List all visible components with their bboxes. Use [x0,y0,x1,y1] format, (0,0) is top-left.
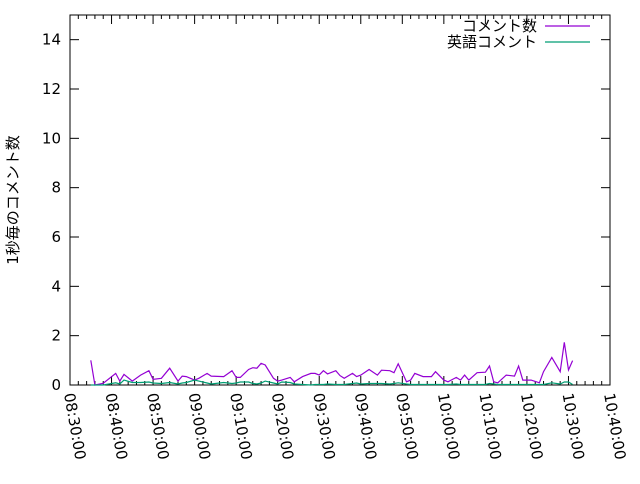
x-tick-label: 10:40:00 [600,392,629,461]
x-tick-label: 09:30:00 [309,392,338,461]
x-tick-label: 08:30:00 [60,392,89,461]
x-tick-label: 09:20:00 [268,392,297,461]
y-tick-label: 14 [42,31,61,49]
x-tick-label: 08:40:00 [102,392,131,461]
y-tick-label: 6 [51,228,61,246]
legend-label: コメント数 [462,17,537,35]
y-axis-label: 1秒毎のコメント数 [4,135,22,265]
y-tick-label: 12 [42,80,61,98]
x-tick-label: 09:40:00 [351,392,380,461]
x-tick-label: 10:00:00 [434,392,463,461]
series-line-1 [90,342,574,386]
y-tick-label: 8 [51,179,61,197]
x-tick-label: 10:20:00 [517,392,546,461]
axes: 0 2 4 6 8 10 12 14 08:30:00 08:40:00 08:50:00 09:00… [42,14,629,461]
x-tick-label: 10:30:00 [559,392,588,461]
y-tick-label: 10 [42,129,61,147]
plot-frame [69,14,611,386]
x-tick-label: 09:00:00 [185,392,214,461]
x-tick-label: 08:50:00 [143,392,172,461]
x-tick-label: 09:50:00 [392,392,421,461]
x-tick-label: 09:10:00 [226,392,255,461]
legend-label: 英語コメント [447,33,537,51]
y-tick-label: 0 [51,376,61,394]
plot-lines [90,342,574,386]
y-tick-label: 4 [51,277,61,295]
y-tick-label: 2 [51,327,61,345]
x-tick-label: 10:10:00 [475,392,504,461]
series-line-2 [90,379,573,386]
